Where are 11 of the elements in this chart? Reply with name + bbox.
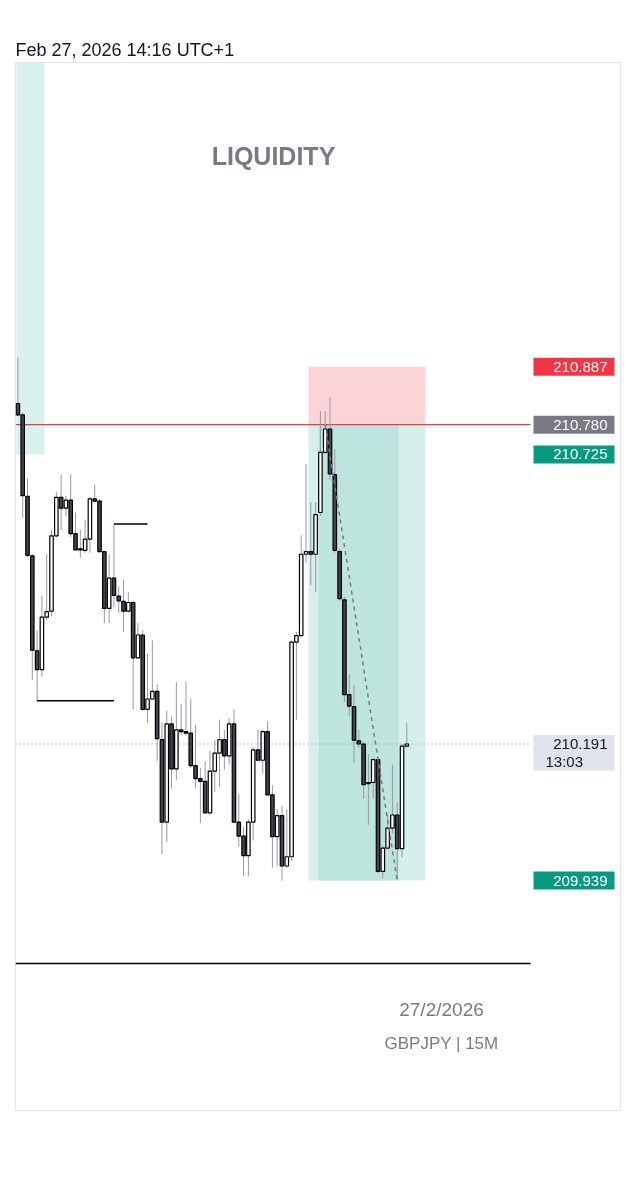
text: LIQUIDITY	[211, 141, 336, 170]
y-tick-label: 210.780	[553, 415, 608, 433]
y-tick-label: 210.887	[553, 357, 608, 375]
candlestick	[308, 501, 314, 586]
y-tick-label: 210.191	[553, 735, 608, 752]
annotation: GBPJPY | 15M	[384, 1034, 499, 1053]
y-tick-label: 210.725	[553, 445, 608, 463]
annotation: 27/2/2026	[399, 999, 484, 1020]
annotation: 13:03	[545, 753, 584, 770]
text: Feb 27, 2026 14:16 UTC+1	[15, 39, 235, 60]
y-tick-label: 209.939	[553, 871, 608, 889]
